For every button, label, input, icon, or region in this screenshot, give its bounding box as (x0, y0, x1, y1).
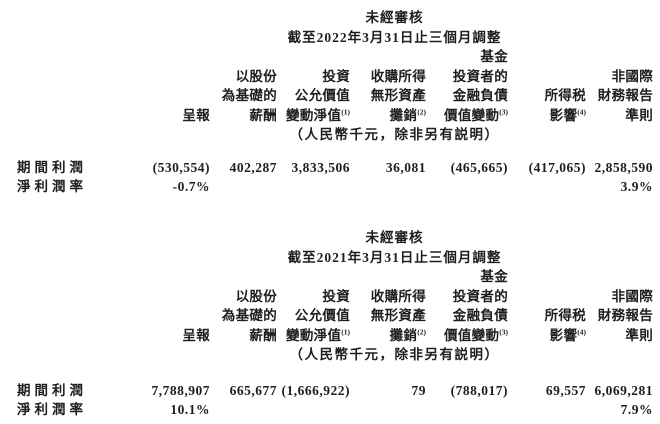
superheader-fund: 基金 (480, 49, 508, 64)
row-label-net-profit-margin: 淨利潤率 (17, 179, 87, 194)
cell-value: 665,677 (229, 382, 277, 398)
table-title-unaudited: 未經審核 (365, 10, 424, 25)
cell-value: (788,017) (450, 382, 508, 398)
col-header-share-based-l3: 薪酬 (249, 107, 277, 123)
table-title-unaudited: 未經審核 (365, 230, 424, 245)
col-header-income-tax-l2: 所得税 (544, 308, 586, 323)
col-header-investments-l2: 公允價值 (294, 88, 350, 103)
col-header-non-ifrs-l2: 財務報告 (597, 88, 653, 103)
footnote-3-marker: (3) (499, 327, 508, 336)
col-header-investments-l3: 變動淨值(1) (286, 327, 350, 343)
cell-value: 2,858,590 (594, 159, 653, 175)
col-header-fund-liabilities-l3: 價值變動(3) (444, 107, 508, 123)
row-label-profit-for-period: 期間利潤 (17, 382, 87, 398)
table-row-margin: 淨利潤率 -0.7% 3.9% (0, 177, 653, 197)
col-header-intangibles-l1: 收購所得 (370, 68, 426, 84)
table-row-profit: 期間利潤 (530,554) 402,287 3,833,506 36,081 … (0, 158, 653, 178)
cell-value: 3,833,506 (291, 159, 350, 175)
col-header-share-based-l3: 薪酬 (249, 327, 277, 343)
col-header-non-ifrs-l1: 非國際 (611, 68, 653, 84)
col-header-fund-liabilities-l1: 投資者的 (452, 68, 508, 84)
cell-value: 6,069,281 (594, 382, 653, 398)
cell-value: (530,554) (152, 159, 210, 175)
cell-value: (465,665) (450, 159, 508, 175)
cell-value: 7.9% (620, 402, 653, 417)
cell-value: (417,065) (528, 159, 586, 175)
cell-value: (1,666,922) (281, 382, 350, 398)
cell-value: 10.1% (170, 402, 210, 417)
col-header-as-reported: 呈報 (182, 327, 210, 343)
col-header-income-tax-l3: 影響(4) (549, 327, 586, 343)
col-header-investments-l1: 投資 (322, 288, 350, 304)
col-header-income-tax-l3: 影響(4) (549, 107, 586, 123)
superheader-fund: 基金 (480, 269, 508, 284)
table-title-period: 截至2022年3月31日止三個月調整 (287, 29, 502, 45)
col-header-share-based-l2: 為基礎的 (221, 308, 277, 323)
cell-value: 7,788,907 (151, 382, 210, 398)
footnote-4-marker: (4) (577, 107, 586, 116)
currency-unit-note: （人民幣千元，除非另有説明） (289, 127, 500, 142)
col-header-intangibles-l3: 攤銷(2) (389, 327, 426, 343)
col-header-non-ifrs-l1: 非國際 (611, 288, 653, 304)
cell-value: 36,081 (385, 159, 426, 175)
col-header-fund-liabilities-l1: 投資者的 (452, 288, 508, 304)
col-header-non-ifrs-l3: 準則 (625, 327, 653, 343)
footnote-2-marker: (2) (417, 327, 426, 336)
col-header-fund-liabilities-l2: 金融負債 (452, 88, 508, 103)
footnote-1-marker: (1) (341, 107, 350, 116)
footnote-3-marker: (3) (499, 107, 508, 116)
col-header-investments-l3: 變動淨值(1) (286, 107, 350, 123)
cell-value: -0.7% (172, 179, 210, 194)
adjustments-table-2021: 未經審核 截至2021年3月31日止三個月調整 基金 以股份 投資 收購所得 投… (0, 228, 653, 420)
col-header-share-based-l2: 為基礎的 (221, 88, 277, 103)
col-header-non-ifrs-l2: 財務報告 (597, 308, 653, 323)
col-header-share-based-l1: 以股份 (235, 68, 277, 84)
col-header-non-ifrs-l3: 準則 (625, 107, 653, 123)
col-header-as-reported: 呈報 (182, 107, 210, 123)
cell-value: 3.9% (620, 179, 653, 194)
table-row-margin: 淨利潤率 10.1% 7.9% (0, 400, 653, 420)
col-header-intangibles-l1: 收購所得 (370, 288, 426, 304)
table-title-period: 截至2021年3月31日止三個月調整 (287, 249, 502, 265)
col-header-intangibles-l2: 無形資產 (370, 308, 426, 323)
col-header-share-based-l1: 以股份 (235, 288, 277, 304)
footnote-2-marker: (2) (417, 107, 426, 116)
cell-value: 79 (411, 382, 426, 398)
col-header-intangibles-l2: 無形資產 (370, 88, 426, 103)
col-header-investments-l2: 公允價值 (294, 308, 350, 323)
col-header-intangibles-l3: 攤銷(2) (389, 107, 426, 123)
col-header-fund-liabilities-l2: 金融負債 (452, 308, 508, 323)
col-header-income-tax-l2: 所得税 (544, 88, 586, 103)
col-header-investments-l1: 投資 (322, 68, 350, 84)
table-row-profit: 期間利潤 7,788,907 665,677 (1,666,922) 79 (7… (0, 381, 653, 401)
col-header-fund-liabilities-l3: 價值變動(3) (444, 327, 508, 343)
cell-value: 69,557 (545, 382, 586, 398)
footnote-1-marker: (1) (341, 327, 350, 336)
footnote-4-marker: (4) (577, 327, 586, 336)
adjustments-table-2022: 未經審核 截至2022年3月31日止三個月調整 基金 以股份 投資 收購所得 投… (0, 8, 653, 197)
row-label-net-profit-margin: 淨利潤率 (17, 402, 87, 417)
currency-unit-note: （人民幣千元，除非另有説明） (289, 347, 500, 362)
row-label-profit-for-period: 期間利潤 (17, 159, 87, 175)
cell-value: 402,287 (229, 159, 277, 175)
